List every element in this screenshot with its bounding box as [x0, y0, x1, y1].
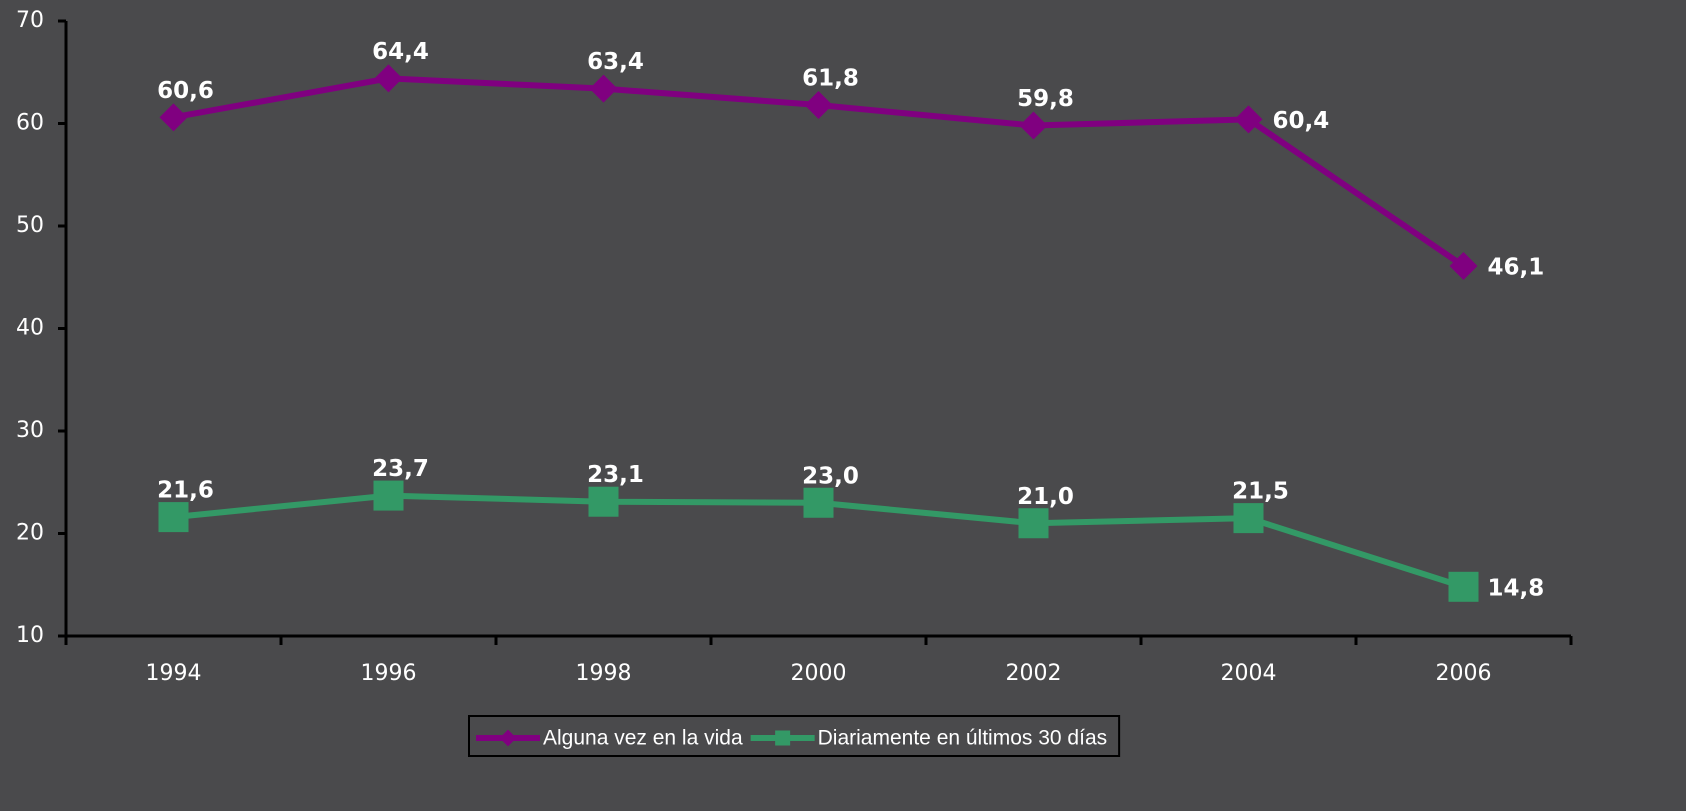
point-marker	[588, 486, 619, 517]
x-tick-label: 2002	[1006, 661, 1062, 686]
value-label: 23,1	[587, 462, 644, 488]
legend-box	[468, 715, 1121, 757]
value-label: 59,8	[1017, 86, 1074, 112]
point-marker	[1018, 508, 1049, 539]
legend-label: Diariamente en últimos 30 días	[818, 727, 1107, 750]
y-tick-label: 50	[16, 213, 44, 238]
y-tick-label: 70	[16, 8, 44, 33]
series: 21,6 23,7 23,1 23,0 21,0 21,5 14,8	[157, 456, 1544, 602]
value-label: 64,4	[372, 39, 429, 65]
point-marker	[158, 502, 189, 533]
value-label: 60,4	[1273, 108, 1330, 134]
y-tick-label: 30	[16, 418, 44, 443]
value-label: 14,8	[1488, 575, 1545, 601]
x-tick-label: 1996	[361, 661, 417, 686]
y-tick-label: 40	[16, 316, 44, 341]
series: 60,6 64,4 63,4 61,8 59,8 60,4 46,1	[157, 39, 1544, 281]
legend-marker	[775, 730, 791, 746]
point-marker	[1019, 111, 1048, 140]
point-marker	[803, 487, 834, 518]
point-marker	[804, 91, 833, 120]
x-tick-label: 2006	[1436, 661, 1492, 686]
value-label: 23,7	[372, 456, 429, 482]
point-marker	[589, 74, 618, 103]
value-label: 61,8	[802, 66, 859, 92]
point-marker	[1448, 571, 1479, 602]
value-label: 21,6	[157, 478, 214, 504]
legend: Alguna vez en la vida Diariamente en últi…	[468, 715, 1121, 757]
legend-marker	[499, 729, 517, 747]
point-marker	[1234, 105, 1263, 134]
value-label: 63,4	[587, 49, 644, 75]
y-tick-label: 60	[16, 111, 44, 136]
value-label: 46,1	[1488, 254, 1545, 280]
legend-label: Alguna vez en la vida	[543, 727, 743, 750]
y-tick-label: 10	[16, 623, 44, 648]
point-marker	[1233, 503, 1264, 534]
point-marker	[159, 103, 188, 132]
point-marker	[373, 480, 404, 511]
x-tick-label: 2004	[1221, 661, 1277, 686]
value-label: 60,6	[157, 78, 214, 104]
point-marker	[1449, 251, 1478, 280]
x-tick-label: 2000	[791, 661, 847, 686]
x-tick-label: 1998	[576, 661, 632, 686]
value-label: 21,5	[1232, 479, 1289, 505]
y-tick-label: 20	[16, 521, 44, 546]
value-label: 21,0	[1017, 484, 1074, 510]
point-marker	[374, 64, 403, 93]
x-tick-label: 1994	[146, 661, 202, 686]
value-label: 23,0	[802, 463, 859, 489]
